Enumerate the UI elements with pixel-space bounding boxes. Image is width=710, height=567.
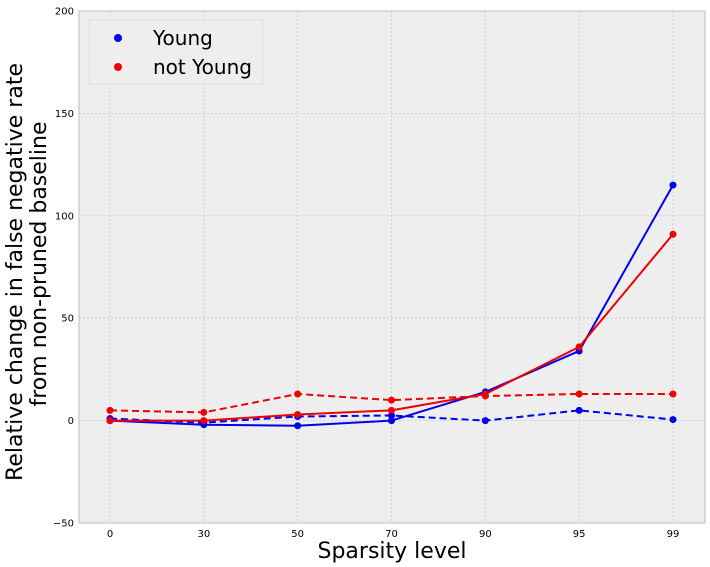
x-tick-label: 95: [573, 529, 586, 540]
data-point: [294, 410, 302, 418]
data-point: [106, 417, 114, 425]
data-point: [106, 406, 114, 414]
x-tick-label: 50: [291, 529, 304, 540]
x-axis-label: Sparsity level: [318, 539, 467, 564]
data-point: [200, 417, 208, 425]
y-tick-labels: −50 0 50 100 150 200: [53, 7, 74, 530]
legend-marker-young: [114, 34, 122, 42]
series-points: [106, 181, 677, 430]
data-point: [388, 396, 395, 404]
y-tick-label: −50: [53, 519, 74, 530]
x-tick-label: 99: [667, 529, 680, 540]
y-axis-label-line1: Relative change in false negative rate: [3, 63, 28, 481]
data-point: [669, 390, 677, 398]
x-tick-labels: 0 30 50 70 90 95 99: [107, 529, 680, 540]
x-tick-label: 70: [385, 529, 398, 540]
y-tick-label: 50: [61, 314, 74, 325]
legend-label-young: Young: [152, 26, 213, 50]
y-tick-label: 150: [55, 109, 74, 120]
plot-area: [78, 10, 706, 524]
data-point: [575, 390, 583, 398]
y-axis-label-line2: from non-pruned baseline: [27, 121, 52, 406]
data-point: [481, 417, 489, 425]
data-point: [481, 392, 489, 400]
legend-label-not-young: not Young: [153, 55, 252, 79]
y-tick-label: 0: [68, 416, 74, 427]
x-tick-label: 90: [479, 529, 492, 540]
legend: Young not Young: [88, 19, 264, 85]
legend-box: [88, 19, 264, 85]
data-point: [294, 422, 302, 430]
data-point: [669, 230, 677, 238]
y-tick-label: 100: [55, 211, 74, 222]
legend-marker-not-young: [114, 63, 122, 71]
data-point: [575, 406, 583, 414]
data-point: [388, 406, 395, 414]
data-point: [575, 343, 583, 351]
data-point: [294, 390, 302, 398]
data-point: [388, 417, 395, 425]
grid-lines: [79, 10, 705, 524]
x-tick-label: 30: [197, 529, 210, 540]
x-tick-label: 0: [107, 529, 113, 540]
data-point: [200, 408, 208, 416]
data-point: [669, 416, 677, 424]
y-tick-label: 200: [55, 7, 74, 18]
data-point: [388, 411, 395, 419]
data-point: [669, 181, 677, 189]
